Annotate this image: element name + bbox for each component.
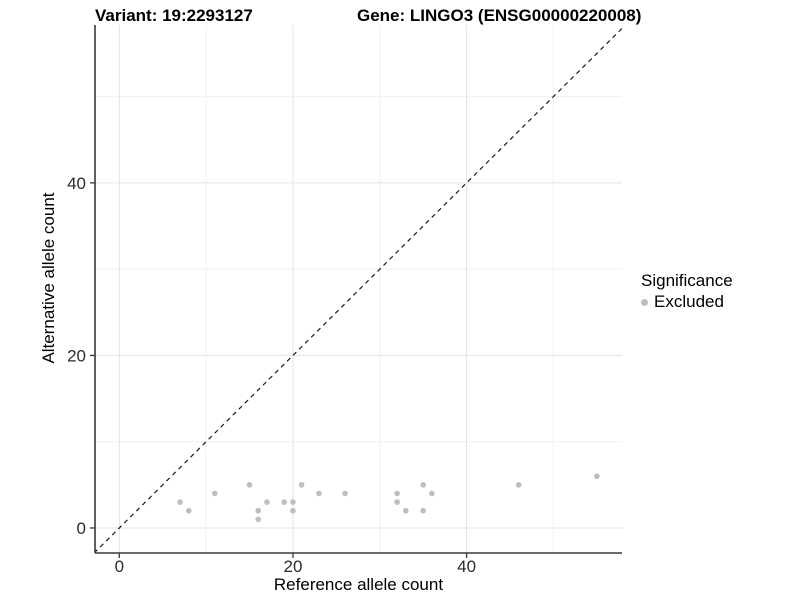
data-point [394, 499, 400, 505]
data-point [212, 490, 218, 497]
identity-reference-line [95, 27, 622, 553]
data-point [298, 482, 305, 488]
data-point [594, 473, 600, 480]
data-point [281, 499, 288, 505]
data-point [394, 490, 400, 497]
data-point [185, 507, 192, 514]
data-point [255, 507, 262, 514]
x-tick-label: 20 [283, 557, 302, 576]
data-point [316, 490, 322, 497]
data-point [515, 482, 522, 488]
data-point [342, 490, 348, 497]
data-point [420, 507, 426, 514]
legend-item-label: Excluded [654, 292, 724, 311]
excluded-point-icon [641, 298, 648, 306]
gene-title: Gene: LINGO3 (ENSG00000220008) [357, 6, 642, 25]
data-point [403, 507, 409, 514]
data-point [255, 516, 262, 523]
data-point [290, 499, 296, 505]
x-tick-label: 40 [457, 557, 476, 576]
y-tick-label: 20 [67, 346, 86, 365]
data-point [420, 482, 426, 488]
x-tick-label: 0 [115, 557, 124, 576]
data-point [429, 490, 435, 497]
y-axis-title: Alternative allele count [39, 192, 58, 364]
legend-title: Significance [641, 271, 733, 290]
legend: Significance Excluded [641, 271, 733, 312]
data-point [290, 507, 296, 514]
legend-item-excluded: Excluded [641, 292, 733, 312]
variant-title: Variant: 19:2293127 [95, 6, 253, 25]
y-tick-label: 0 [77, 519, 86, 538]
x-axis-title: Reference allele count [273, 575, 444, 594]
data-point [177, 499, 183, 505]
y-tick-label: 40 [67, 174, 86, 193]
data-point [264, 499, 270, 505]
data-point [246, 482, 253, 488]
